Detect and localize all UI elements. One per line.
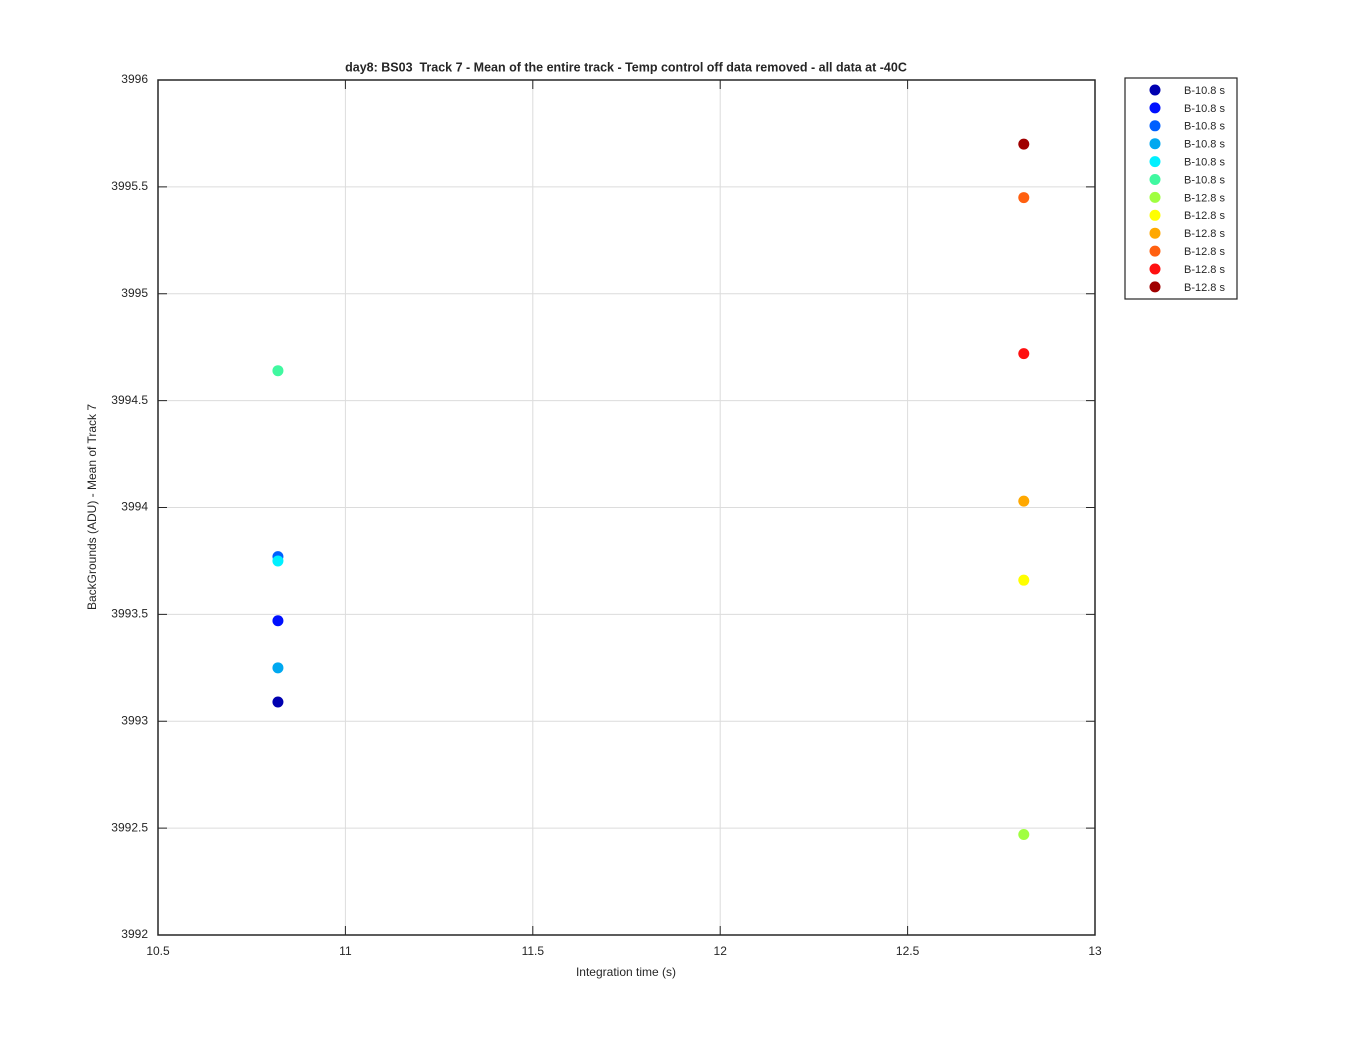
point <box>1018 138 1030 150</box>
legend-marker <box>1149 191 1161 203</box>
legend-label: B-12.8 s <box>1184 192 1225 204</box>
point <box>1018 829 1030 841</box>
point <box>1018 192 1030 204</box>
x-tick-label: 12 <box>714 944 728 958</box>
y-tick-label: 3994.5 <box>111 393 148 407</box>
y-tick-label: 3993 <box>121 713 148 727</box>
point <box>1018 574 1030 586</box>
legend-label: B-12.8 s <box>1184 246 1225 258</box>
chart-title: day8: BS03 Track 7 - Mean of the entire … <box>345 60 907 74</box>
point <box>272 615 284 627</box>
legend-marker <box>1149 281 1161 293</box>
legend-marker <box>1149 102 1161 114</box>
point <box>272 555 284 567</box>
legend-label: B-10.8 s <box>1184 85 1225 97</box>
legend-marker <box>1149 174 1161 185</box>
legend-label: B-12.8 s <box>1184 210 1225 222</box>
legend-marker <box>1149 263 1161 275</box>
x-tick-label: 12.5 <box>896 944 920 958</box>
y-tick-label: 3994 <box>121 500 148 514</box>
legend-marker <box>1149 156 1161 168</box>
point <box>1018 348 1030 360</box>
legend-marker <box>1149 227 1161 239</box>
x-tick-label: 11 <box>339 944 352 958</box>
point <box>272 662 284 674</box>
y-tick-label: 3993.5 <box>111 607 148 621</box>
legend-marker <box>1149 209 1161 221</box>
legend-label: B-12.8 s <box>1184 282 1225 294</box>
point <box>272 365 284 377</box>
y-tick-label: 3992.5 <box>111 820 148 834</box>
y-tick-label: 3995 <box>121 286 148 300</box>
y-tick-label: 3996 <box>121 72 148 86</box>
point <box>1018 495 1030 507</box>
legend-marker <box>1149 138 1161 150</box>
x-tick-label: 11.5 <box>522 944 545 958</box>
legend-label: B-12.8 s <box>1184 228 1225 240</box>
x-tick-label: 10.5 <box>146 944 170 958</box>
legend-label: B-10.8 s <box>1184 139 1225 151</box>
legend-marker <box>1149 245 1161 257</box>
legend-label: B-10.8 s <box>1184 121 1225 133</box>
point <box>272 696 284 708</box>
x-tick-label: 13 <box>1088 944 1102 958</box>
legend-marker <box>1149 120 1161 132</box>
legend-label: B-10.8 s <box>1184 103 1225 115</box>
legend-label: B-10.8 s <box>1184 174 1225 186</box>
y-tick-label: 3992 <box>121 927 148 941</box>
y-axis-label: BackGrounds (ADU) - Mean of Track 7 <box>85 404 99 610</box>
legend-box <box>1124 77 1238 300</box>
plot-frame <box>157 79 1096 936</box>
legend-label: B-12.8 s <box>1184 264 1225 276</box>
x-axis-label: Integration time (s) <box>576 965 676 979</box>
legend-marker <box>1149 84 1161 96</box>
y-tick-label: 3995.5 <box>111 179 148 193</box>
legend-label: B-10.8 s <box>1184 157 1225 169</box>
